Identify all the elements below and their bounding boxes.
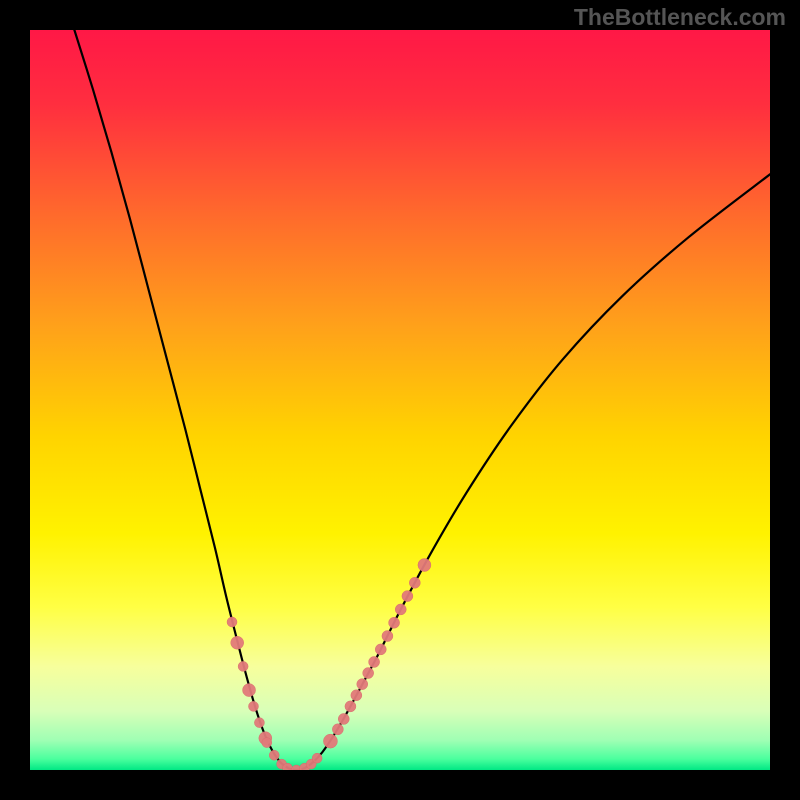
watermark-text: TheBottleneck.com	[574, 4, 786, 31]
data-point	[243, 684, 256, 697]
data-point	[345, 701, 356, 712]
data-point	[231, 636, 244, 649]
data-point	[389, 617, 400, 628]
data-point	[409, 577, 420, 588]
data-point	[248, 701, 258, 711]
data-point	[238, 661, 248, 671]
bottleneck-curve	[74, 30, 770, 770]
data-point	[382, 631, 393, 642]
data-point	[338, 713, 349, 724]
data-point	[312, 753, 322, 763]
marker-group	[227, 559, 431, 770]
data-point	[227, 617, 237, 627]
data-point	[395, 604, 406, 615]
data-point	[369, 656, 380, 667]
chart-svg	[30, 30, 770, 770]
data-point	[363, 668, 374, 679]
data-point	[402, 591, 413, 602]
data-point	[262, 738, 272, 748]
data-point	[254, 718, 264, 728]
data-point	[351, 690, 362, 701]
data-point	[269, 750, 279, 760]
data-point	[375, 644, 386, 655]
data-point	[418, 559, 431, 572]
data-point	[357, 679, 368, 690]
plot-area	[30, 30, 770, 770]
chart-container: { "chart": { "type": "line", "canvas": {…	[0, 0, 800, 800]
data-point	[323, 734, 337, 748]
data-point	[332, 724, 343, 735]
